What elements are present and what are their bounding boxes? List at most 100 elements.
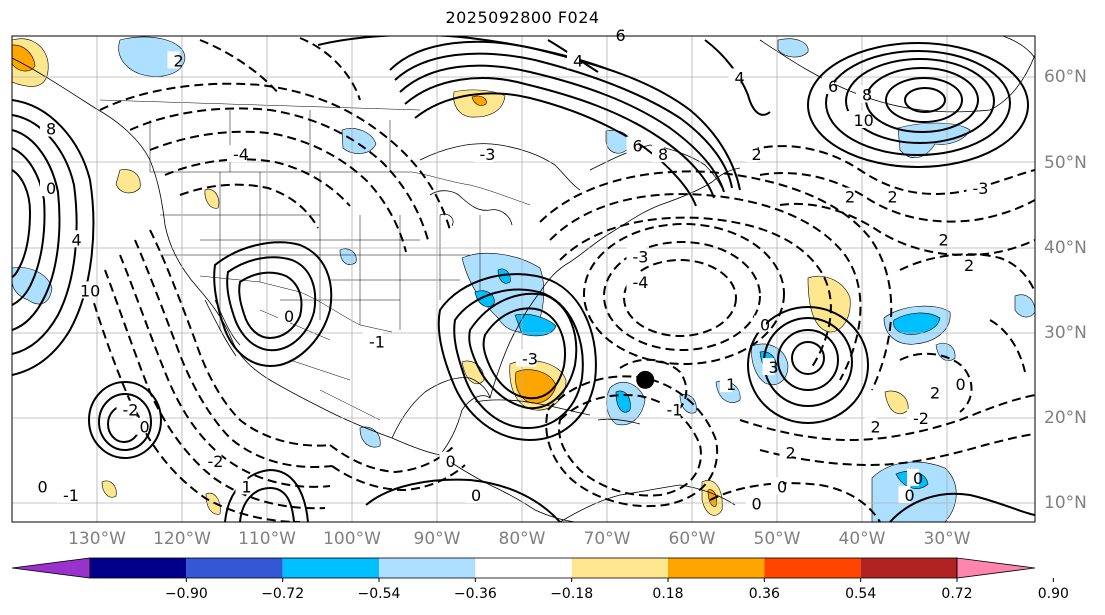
contour-line — [179, 183, 319, 229]
contour-label-bg — [652, 145, 664, 163]
colorbar-swatch — [90, 558, 187, 578]
contour-label: 8 — [658, 145, 668, 164]
contour-label-bg — [949, 375, 962, 393]
contour-label-bg — [74, 281, 94, 299]
coastline-central-america — [439, 454, 576, 522]
contour-label: 2 — [939, 230, 949, 249]
contour-line — [791, 341, 825, 375]
canada-provinces — [99, 99, 421, 172]
colorbar-swatch — [668, 558, 765, 578]
contour-line — [399, 64, 725, 193]
contour-label: 6 — [616, 26, 626, 45]
coastline-north-america — [12, 57, 741, 456]
contour-line — [134, 239, 333, 468]
coastline-greatlakes — [429, 190, 513, 227]
contour-line — [749, 145, 1035, 195]
longitude-label: 120°W — [153, 529, 211, 549]
contour-label: 4 — [735, 68, 745, 87]
contour-label-bg — [660, 400, 681, 418]
contour-label-bg — [958, 255, 970, 273]
contour-line — [119, 254, 331, 488]
contour-label: 2 — [871, 418, 881, 437]
shaded-patch — [101, 480, 117, 498]
contour-label: 0 — [913, 469, 923, 488]
contour-label: 2 — [964, 256, 974, 275]
shaded-patch — [1014, 294, 1035, 318]
contour-label: -3 — [973, 179, 989, 198]
colorbar-tick-label: 0.90 — [1037, 586, 1069, 602]
contour-label: 4 — [72, 230, 82, 249]
contour-label-bg — [465, 485, 477, 503]
contour-label-bg — [516, 349, 536, 367]
colorbar-swatch — [475, 558, 572, 578]
colorbar-tick-label: 0.72 — [941, 586, 973, 602]
contour-label-bg — [473, 145, 494, 163]
contour-line — [779, 202, 1035, 257]
colorbar-swatch — [282, 558, 379, 578]
contour-line — [213, 241, 333, 367]
contour-line — [12, 169, 32, 278]
contour-label: 3 — [769, 358, 779, 377]
contour-label-bg — [762, 358, 775, 376]
contour-line — [331, 464, 466, 492]
contour-line — [889, 492, 1035, 522]
longitude-label: 30°W — [923, 529, 971, 549]
contour-label-bg — [227, 145, 247, 163]
contour-line — [623, 259, 737, 337]
coastlines — [12, 36, 1035, 522]
contour-label: -2 — [208, 452, 224, 471]
contour-line — [777, 329, 839, 391]
contour-line — [539, 170, 893, 391]
contour-line — [404, 77, 715, 199]
contour-line — [603, 241, 761, 351]
contour-label: 2 — [752, 145, 762, 164]
latitude-label: 20°N — [1044, 408, 1087, 429]
contour-label: 6 — [633, 137, 643, 156]
contour-label-bg — [567, 51, 579, 69]
colorbar-tick-label: 0.18 — [652, 586, 684, 602]
contour-line — [104, 269, 326, 510]
coastline-hispaniola — [597, 418, 641, 425]
contour-label-bg — [728, 68, 741, 86]
contour-label: 0 — [471, 486, 481, 505]
contour-label: -3 — [633, 247, 649, 266]
colorbar-extend-low — [11, 557, 91, 579]
contour-label: -1 — [63, 486, 79, 505]
colorbar-tick-label: 0.36 — [748, 586, 780, 602]
shaded-patch — [471, 95, 487, 106]
contour-label-bg — [966, 179, 987, 197]
contour-label-bg — [907, 468, 919, 486]
contour-line — [899, 352, 973, 413]
contour-label: 0 — [446, 452, 456, 471]
colorbar-frame — [89, 557, 958, 579]
contour-line — [759, 433, 1035, 467]
contour-label: 2 — [786, 443, 796, 462]
shaded-patch — [871, 461, 957, 522]
contour-label: 2 — [888, 188, 898, 207]
contour-line — [329, 444, 456, 474]
contour-line — [747, 306, 869, 424]
longitude-label: 60°W — [668, 529, 716, 549]
contour-label: -4 — [233, 145, 249, 164]
contour-label: 0 — [956, 375, 966, 394]
shaded-patch — [935, 342, 956, 361]
contour-line — [365, 478, 561, 522]
contour-label-bg — [626, 136, 639, 154]
contour-label-bg — [745, 494, 758, 512]
contour-line — [437, 273, 597, 442]
contour-line — [825, 50, 1011, 156]
contour-line — [88, 381, 162, 459]
contour-label-bg — [626, 247, 647, 265]
contour-label-bg — [898, 485, 911, 503]
contour-label-bg — [439, 451, 452, 469]
contour-label: -1 — [369, 333, 385, 352]
contour-label: -2 — [913, 409, 929, 428]
contour-label-bg — [31, 477, 44, 495]
latitude-label: 30°N — [1044, 323, 1087, 343]
colorbar — [11, 557, 1054, 582]
longitude-label: 70°W — [583, 529, 631, 549]
contour-label-bg — [116, 400, 137, 418]
contour-label-bg — [720, 375, 732, 393]
